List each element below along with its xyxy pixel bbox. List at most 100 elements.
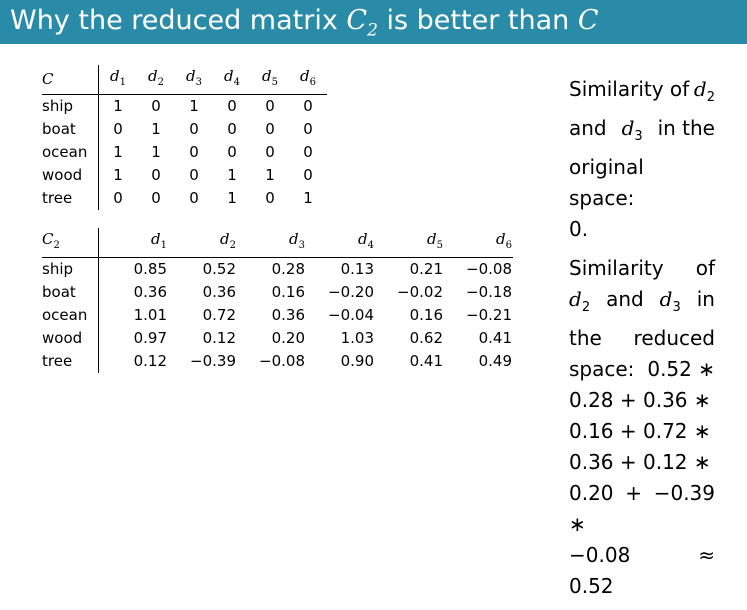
- column-header-d3: d3: [237, 228, 306, 258]
- matrix-cell: 0: [151, 97, 161, 115]
- row-label-ship: ship: [42, 257, 99, 281]
- column-header-d6: d6: [289, 65, 327, 95]
- table-row: ship 1 0 1 0 0 0: [42, 94, 327, 118]
- column-header-d5: d5: [375, 228, 444, 258]
- matrix-cell: 1: [113, 143, 123, 161]
- column-header-d2: d2: [168, 228, 237, 258]
- original-similarity-paragraph: Similarity of d2 and d3 in the original spa…: [569, 77, 715, 241]
- reduced-similarity-paragraph: Similarity of d2 and d3 in the reduced space:…: [569, 256, 715, 598]
- column-header-d2: d2: [137, 65, 175, 95]
- matrix-cell: 0.52: [202, 260, 236, 278]
- table-row: ship 0.85 0.52 0.28 0.13 0.21 −0.08: [42, 257, 513, 281]
- matrix-cell: −0.08: [259, 352, 305, 370]
- matrix-cell: −0.39: [190, 352, 236, 370]
- table-row: wood 0.97 0.12 0.20 1.03 0.62 0.41: [42, 327, 513, 350]
- matrix-cell: 0: [303, 166, 313, 184]
- matrix-cell: 0: [189, 166, 199, 184]
- title-c: C: [577, 5, 599, 36]
- matrix-cell: 0: [151, 189, 161, 207]
- row-label-tree: tree: [42, 187, 99, 210]
- matrix-cell: 1: [303, 189, 313, 207]
- matrix-cell: 1: [113, 97, 123, 115]
- matrix-cell: 0: [303, 120, 313, 138]
- matrix-cell: 0.36: [133, 283, 167, 301]
- column-header-d4: d4: [213, 65, 251, 95]
- matrix-cell: 1: [113, 166, 123, 184]
- matrix-cell: 1.03: [340, 329, 374, 347]
- column-header-d3: d3: [175, 65, 213, 95]
- matrix-cell: 0: [189, 189, 199, 207]
- matrix-cell: 0.12: [202, 329, 236, 347]
- matrix-cell: 0.62: [409, 329, 443, 347]
- matrix-cell: 0.41: [478, 329, 512, 347]
- table-row: boat 0.36 0.36 0.16 −0.20 −0.02 −0.18: [42, 281, 513, 304]
- matrix-cell: 0.28: [271, 260, 305, 278]
- row-label-wood: wood: [42, 164, 99, 187]
- reduced-matrix-header-row: C2 d1 d2 d3 d4 d5 d6: [42, 228, 513, 258]
- matrix-cell: 0.21: [409, 260, 443, 278]
- matrix-cell: −0.04: [328, 306, 374, 324]
- matrix-cell: 0.41: [409, 352, 443, 370]
- matrix-cell: 1: [227, 166, 237, 184]
- matrix-cell: 0.16: [271, 283, 305, 301]
- matrix-cell: 1: [227, 189, 237, 207]
- matrix-header-row: C d1 d2 d3 d4 d5 d6: [42, 65, 327, 95]
- table-row: boat 0 1 0 0 0 0: [42, 118, 327, 141]
- matrix-cell: 1: [265, 166, 275, 184]
- row-label-ocean: ocean: [42, 141, 99, 164]
- matrix-cell: 1: [151, 120, 161, 138]
- title-middle: is better than: [386, 5, 570, 36]
- row-label-boat: boat: [42, 118, 99, 141]
- matrix-cell: 0.13: [340, 260, 374, 278]
- matrix-cell: 0.12: [133, 352, 167, 370]
- column-header-d1: d1: [98, 228, 168, 258]
- reduced-matrix-corner-label: C2: [42, 228, 99, 258]
- matrix-cell: 0: [151, 166, 161, 184]
- matrix-cell: 1: [151, 143, 161, 161]
- similarity-explanation: Similarity of d2 and d3 in the original spa…: [569, 74, 715, 610]
- matrix-cell: 0: [265, 189, 275, 207]
- matrix-cell: 0.85: [133, 260, 167, 278]
- matrix-cell: 0.16: [409, 306, 443, 324]
- matrix-corner-label: C: [42, 65, 99, 95]
- matrix-cell: 0.97: [133, 329, 167, 347]
- matrix-cell: 1: [189, 97, 199, 115]
- matrix-cell: 0: [265, 97, 275, 115]
- matrix-cell: −0.18: [466, 283, 512, 301]
- column-header-d1: d1: [98, 65, 137, 95]
- table-row: tree 0.12 −0.39 −0.08 0.90 0.41 0.49: [42, 350, 513, 373]
- title-bar: Why the reduced matrix C2 is better than…: [0, 0, 747, 44]
- title-prefix: Why the reduced matrix: [10, 5, 338, 36]
- column-header-d5: d5: [251, 65, 289, 95]
- row-label-wood: wood: [42, 327, 99, 350]
- matrix-cell: −0.20: [328, 283, 374, 301]
- row-label-ocean: ocean: [42, 304, 99, 327]
- matrix-cell: 0: [303, 143, 313, 161]
- matrix-cell: 0.36: [271, 306, 305, 324]
- table-row: ocean 1 1 0 0 0 0: [42, 141, 327, 164]
- title-c2: C2: [346, 5, 378, 41]
- row-label-tree: tree: [42, 350, 99, 373]
- column-header-d6: d6: [444, 228, 513, 258]
- matrix-cell: 0: [265, 120, 275, 138]
- matrix-cell: −0.21: [466, 306, 512, 324]
- matrix-cell: 0.72: [202, 306, 236, 324]
- matrix-cell: 0.36: [202, 283, 236, 301]
- matrix-cell: 0: [265, 143, 275, 161]
- matrix-cell: 0: [227, 97, 237, 115]
- matrix-cell: 0: [303, 97, 313, 115]
- matrix-cell: −0.02: [397, 283, 443, 301]
- column-header-d4: d4: [306, 228, 375, 258]
- row-label-ship: ship: [42, 94, 99, 118]
- matrix-cell: 0.49: [478, 352, 512, 370]
- slide-title: Why the reduced matrix C2 is better than…: [10, 5, 599, 40]
- reduced-matrix: C2 d1 d2 d3 d4 d5 d6 ship 0.85 0.52 0.28 0.13 0.21…: [42, 228, 513, 373]
- matrix-cell: 0: [113, 120, 123, 138]
- matrix-cell: 0: [227, 143, 237, 161]
- matrix-cell: 0: [189, 143, 199, 161]
- term-document-matrix: C d1 d2 d3 d4 d5 d6 ship 1 0 1 0 0 0 boat 0 1 0 0 0 0 ocean…: [42, 65, 327, 210]
- matrix-cell: 0.90: [340, 352, 374, 370]
- matrix-cell: 0: [189, 120, 199, 138]
- table-row: wood 1 0 0 1 1 0: [42, 164, 327, 187]
- matrix-cell: 0.20: [271, 329, 305, 347]
